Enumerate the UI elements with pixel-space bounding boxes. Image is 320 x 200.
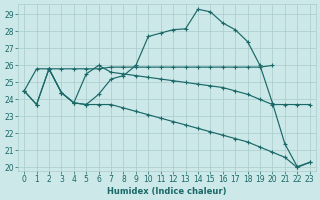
X-axis label: Humidex (Indice chaleur): Humidex (Indice chaleur) (107, 187, 227, 196)
